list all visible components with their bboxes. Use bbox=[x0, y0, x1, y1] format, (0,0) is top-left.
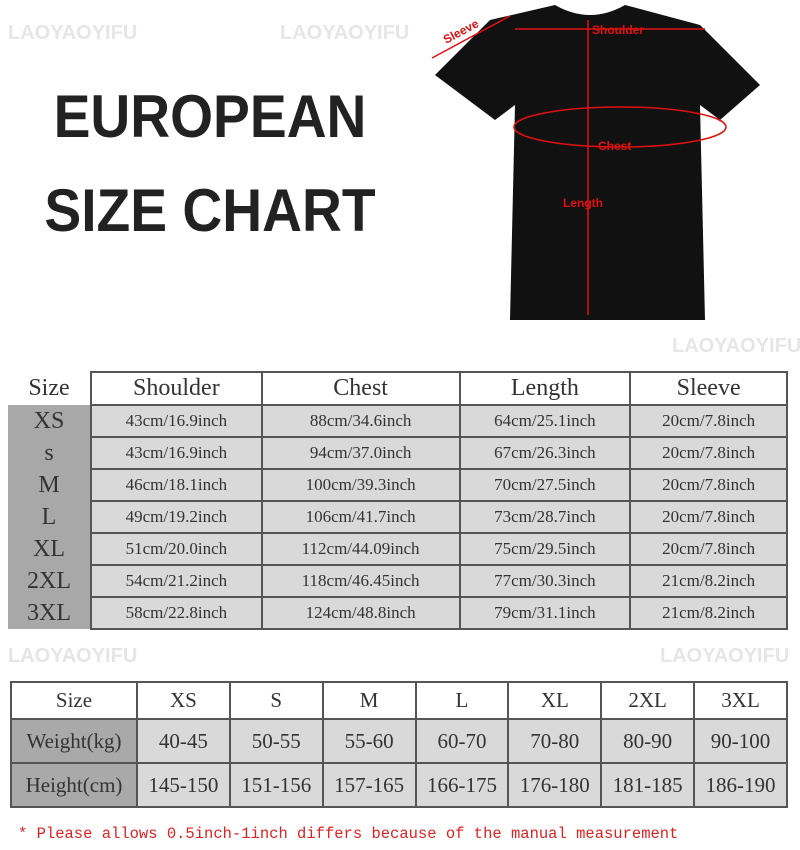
table-cell: XS bbox=[136, 681, 231, 720]
table-cell: 50-55 bbox=[228, 718, 324, 764]
table-cell: 46cm/18.1inch bbox=[90, 468, 263, 502]
table-row: M 46cm/18.1inch 100cm/39.3inch 70cm/27.5inc… bbox=[8, 468, 788, 502]
table-row: Height(cm) 145-150 151-156 157-165 166-175 17… bbox=[10, 762, 788, 808]
table-cell: 21cm/8.2inch bbox=[629, 596, 788, 630]
table-cell: 40-45 bbox=[136, 718, 231, 764]
table-cell: 157-165 bbox=[321, 762, 417, 808]
table-cell: XS bbox=[8, 405, 91, 437]
table-cell: Chest bbox=[260, 371, 461, 406]
table-cell: 176-180 bbox=[507, 762, 603, 808]
table-row: L 49cm/19.2inch 106cm/41.7inch 73cm/28.7inc… bbox=[8, 500, 788, 534]
table-cell: 20cm/7.8inch bbox=[629, 500, 788, 534]
table-cell: 20cm/7.8inch bbox=[629, 468, 788, 502]
table-cell: 70-80 bbox=[507, 718, 603, 764]
table-cell: 181-185 bbox=[600, 762, 696, 808]
watermark: LAOYAOYIFU bbox=[660, 645, 790, 667]
table-cell: Shoulder bbox=[90, 371, 263, 406]
table-cell: M bbox=[321, 681, 417, 720]
table-cell: 43cm/16.9inch bbox=[90, 436, 263, 470]
table-cell: 80-90 bbox=[600, 718, 696, 764]
table-cell: 2XL bbox=[600, 681, 696, 720]
title-line1: EUROPEAN bbox=[53, 83, 367, 150]
measurement-table: Size Shoulder Chest Length Sleeve XS 43cm/16.9… bbox=[8, 371, 788, 630]
shoulder-label: Shoulder bbox=[592, 23, 644, 37]
watermark: LAOYAOYIFU bbox=[672, 335, 800, 357]
table-cell: L bbox=[8, 501, 91, 533]
table-row: Size Shoulder Chest Length Sleeve bbox=[8, 371, 788, 406]
table-cell: 64cm/25.1inch bbox=[458, 404, 632, 438]
table-cell: 88cm/34.6inch bbox=[260, 404, 461, 438]
title-line2: SIZE CHART bbox=[44, 177, 376, 244]
table-cell: 124cm/48.8inch bbox=[260, 596, 461, 630]
table-cell: 43cm/16.9inch bbox=[90, 404, 263, 438]
table-cell: 51cm/20.0inch bbox=[90, 532, 263, 566]
table-cell: 118cm/46.45inch bbox=[260, 564, 461, 598]
table-cell: 60-70 bbox=[414, 718, 510, 764]
table-cell: 145-150 bbox=[136, 762, 231, 808]
table-cell: L bbox=[414, 681, 510, 720]
table-cell: 106cm/41.7inch bbox=[260, 500, 461, 534]
table-cell: 77cm/30.3inch bbox=[458, 564, 632, 598]
table-cell: 73cm/28.7inch bbox=[458, 500, 632, 534]
watermark: LAOYAOYIFU bbox=[8, 645, 138, 667]
table-cell: M bbox=[8, 469, 91, 501]
table-cell: 54cm/21.2inch bbox=[90, 564, 263, 598]
table-cell: 58cm/22.8inch bbox=[90, 596, 263, 630]
table-cell: 75cm/29.5inch bbox=[458, 532, 632, 566]
table-row: 2XL 54cm/21.2inch 118cm/46.45inch 77cm/30.3… bbox=[8, 564, 788, 598]
table-cell: 67cm/26.3inch bbox=[458, 436, 632, 470]
table-cell: 49cm/19.2inch bbox=[90, 500, 263, 534]
table-cell: 186-190 bbox=[693, 762, 788, 808]
table-cell: 100cm/39.3inch bbox=[260, 468, 461, 502]
table-cell: Size bbox=[10, 681, 138, 720]
table-cell: Sleeve bbox=[629, 371, 788, 406]
watermark: LAOYAOYIFU bbox=[280, 22, 410, 44]
table-cell: 2XL bbox=[8, 565, 91, 597]
length-label: Length bbox=[563, 196, 603, 210]
table-cell: 94cm/37.0inch bbox=[260, 436, 461, 470]
table-row: XL 51cm/20.0inch 112cm/44.09inch 75cm/29.5i… bbox=[8, 532, 788, 566]
measurement-note: * Please allows 0.5inch-1inch differs be… bbox=[18, 825, 679, 843]
table-cell: s bbox=[8, 437, 91, 469]
table-cell: Size bbox=[8, 372, 91, 405]
table-cell: 79cm/31.1inch bbox=[458, 596, 632, 630]
chest-label: Chest bbox=[598, 139, 631, 153]
table-cell: Height(cm) bbox=[10, 762, 138, 808]
table-cell: 20cm/7.8inch bbox=[629, 436, 788, 470]
table-cell: 55-60 bbox=[321, 718, 417, 764]
table-cell: S bbox=[228, 681, 324, 720]
table-cell: 112cm/44.09inch bbox=[260, 532, 461, 566]
table-cell: XL bbox=[507, 681, 603, 720]
table-row: s 43cm/16.9inch 94cm/37.0inch 67cm/26.3inch… bbox=[8, 436, 788, 470]
table-cell: Weight(kg) bbox=[10, 718, 138, 764]
table-cell: 3XL bbox=[693, 681, 788, 720]
table-cell: 70cm/27.5inch bbox=[458, 468, 632, 502]
watermark: LAOYAOYIFU bbox=[8, 22, 138, 44]
tshirt-icon bbox=[435, 5, 760, 320]
table-cell: 3XL bbox=[8, 597, 91, 629]
table-cell: 166-175 bbox=[414, 762, 510, 808]
tshirt-diagram: Sleeve Shoulder Chest Length bbox=[431, 5, 760, 320]
table-row: XS 43cm/16.9inch 88cm/34.6inch 64cm/25.1inc… bbox=[8, 404, 788, 438]
table-cell: 21cm/8.2inch bbox=[629, 564, 788, 598]
table-cell: Length bbox=[458, 371, 632, 406]
size-guide-table: Size XS S M L XL 2XL 3XL Weight(kg) 40-45 50-55 55-… bbox=[10, 681, 788, 808]
table-row: Weight(kg) 40-45 50-55 55-60 60-70 70-80 80-90… bbox=[10, 718, 788, 764]
table-row: 3XL 58cm/22.8inch 124cm/48.8inch 79cm/31.1i… bbox=[8, 596, 788, 630]
table-row: Size XS S M L XL 2XL 3XL bbox=[10, 681, 788, 720]
table-cell: 20cm/7.8inch bbox=[629, 532, 788, 566]
table-cell: XL bbox=[8, 533, 91, 565]
table-cell: 90-100 bbox=[693, 718, 788, 764]
table-cell: 20cm/7.8inch bbox=[629, 404, 788, 438]
table-cell: 151-156 bbox=[228, 762, 324, 808]
